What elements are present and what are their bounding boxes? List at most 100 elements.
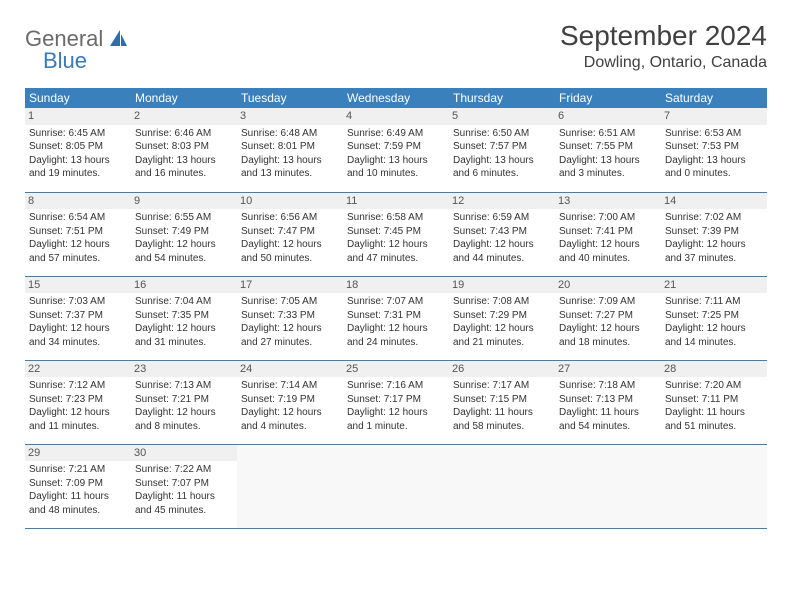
empty-cell: [343, 444, 449, 528]
page-header: General Blue September 2024 Dowling, Ont…: [25, 20, 767, 74]
daylight-text: and 24 minutes.: [347, 336, 445, 350]
day-number: 23: [131, 361, 237, 378]
day-cell: 8Sunrise: 6:54 AMSunset: 7:51 PMDaylight…: [25, 192, 131, 276]
month-title: September 2024: [560, 20, 767, 52]
day-cell: 18Sunrise: 7:07 AMSunset: 7:31 PMDayligh…: [343, 276, 449, 360]
day-number: 26: [449, 361, 555, 378]
location-text: Dowling, Ontario, Canada: [560, 54, 767, 72]
day-cell: 12Sunrise: 6:59 AMSunset: 7:43 PMDayligh…: [449, 192, 555, 276]
sunrise-text: Sunrise: 7:02 AM: [665, 211, 763, 225]
sunset-text: Sunset: 7:53 PM: [665, 140, 763, 154]
daylight-text: and 31 minutes.: [135, 336, 233, 350]
daylight-text: and 3 minutes.: [559, 167, 657, 181]
day-header-row: Sunday Monday Tuesday Wednesday Thursday…: [25, 88, 767, 108]
daylight-text: Daylight: 12 hours: [135, 406, 233, 420]
daylight-text: Daylight: 12 hours: [29, 406, 127, 420]
daylight-text: and 45 minutes.: [135, 504, 233, 518]
sunrise-text: Sunrise: 6:45 AM: [29, 127, 127, 141]
sunset-text: Sunset: 7:57 PM: [453, 140, 551, 154]
day-cell: 13Sunrise: 7:00 AMSunset: 7:41 PMDayligh…: [555, 192, 661, 276]
day-number: 7: [661, 108, 767, 125]
sunset-text: Sunset: 7:37 PM: [29, 309, 127, 323]
day-cell: 7Sunrise: 6:53 AMSunset: 7:53 PMDaylight…: [661, 108, 767, 192]
week-row: 22Sunrise: 7:12 AMSunset: 7:23 PMDayligh…: [25, 360, 767, 444]
sunrise-text: Sunrise: 7:21 AM: [29, 463, 127, 477]
sunrise-text: Sunrise: 6:53 AM: [665, 127, 763, 141]
daylight-text: and 54 minutes.: [135, 252, 233, 266]
day-cell: 14Sunrise: 7:02 AMSunset: 7:39 PMDayligh…: [661, 192, 767, 276]
daylight-text: Daylight: 12 hours: [559, 238, 657, 252]
sunrise-text: Sunrise: 7:17 AM: [453, 379, 551, 393]
daylight-text: Daylight: 12 hours: [241, 406, 339, 420]
daylight-text: and 58 minutes.: [453, 420, 551, 434]
daylight-text: Daylight: 11 hours: [29, 490, 127, 504]
day-header-wednesday: Wednesday: [343, 88, 449, 108]
day-number: 9: [131, 193, 237, 210]
day-cell: 3Sunrise: 6:48 AMSunset: 8:01 PMDaylight…: [237, 108, 343, 192]
daylight-text: and 34 minutes.: [29, 336, 127, 350]
day-cell: 27Sunrise: 7:18 AMSunset: 7:13 PMDayligh…: [555, 360, 661, 444]
daylight-text: and 4 minutes.: [241, 420, 339, 434]
day-number: 22: [25, 361, 131, 378]
day-header-friday: Friday: [555, 88, 661, 108]
day-number: 19: [449, 277, 555, 294]
day-cell: 21Sunrise: 7:11 AMSunset: 7:25 PMDayligh…: [661, 276, 767, 360]
sunrise-text: Sunrise: 7:14 AM: [241, 379, 339, 393]
sunset-text: Sunset: 7:51 PM: [29, 225, 127, 239]
daylight-text: and 40 minutes.: [559, 252, 657, 266]
empty-cell: [449, 444, 555, 528]
day-cell: 22Sunrise: 7:12 AMSunset: 7:23 PMDayligh…: [25, 360, 131, 444]
sunrise-text: Sunrise: 6:50 AM: [453, 127, 551, 141]
daylight-text: and 6 minutes.: [453, 167, 551, 181]
day-number: 17: [237, 277, 343, 294]
day-cell: 28Sunrise: 7:20 AMSunset: 7:11 PMDayligh…: [661, 360, 767, 444]
sunset-text: Sunset: 7:43 PM: [453, 225, 551, 239]
sunrise-text: Sunrise: 6:48 AM: [241, 127, 339, 141]
sunrise-text: Sunrise: 7:04 AM: [135, 295, 233, 309]
daylight-text: and 0 minutes.: [665, 167, 763, 181]
daylight-text: Daylight: 12 hours: [559, 322, 657, 336]
sunrise-text: Sunrise: 7:18 AM: [559, 379, 657, 393]
logo: General Blue: [25, 26, 128, 74]
day-number: 5: [449, 108, 555, 125]
sunset-text: Sunset: 7:13 PM: [559, 393, 657, 407]
daylight-text: Daylight: 12 hours: [347, 406, 445, 420]
daylight-text: and 27 minutes.: [241, 336, 339, 350]
daylight-text: Daylight: 11 hours: [135, 490, 233, 504]
day-cell: 30Sunrise: 7:22 AMSunset: 7:07 PMDayligh…: [131, 444, 237, 528]
day-cell: 23Sunrise: 7:13 AMSunset: 7:21 PMDayligh…: [131, 360, 237, 444]
sunrise-text: Sunrise: 7:13 AM: [135, 379, 233, 393]
day-number: 15: [25, 277, 131, 294]
day-cell: 11Sunrise: 6:58 AMSunset: 7:45 PMDayligh…: [343, 192, 449, 276]
daylight-text: and 47 minutes.: [347, 252, 445, 266]
daylight-text: Daylight: 12 hours: [347, 322, 445, 336]
sunrise-text: Sunrise: 7:12 AM: [29, 379, 127, 393]
daylight-text: Daylight: 13 hours: [347, 154, 445, 168]
daylight-text: and 54 minutes.: [559, 420, 657, 434]
day-number: 10: [237, 193, 343, 210]
day-header-monday: Monday: [131, 88, 237, 108]
sunset-text: Sunset: 7:39 PM: [665, 225, 763, 239]
day-cell: 6Sunrise: 6:51 AMSunset: 7:55 PMDaylight…: [555, 108, 661, 192]
sunrise-text: Sunrise: 6:51 AM: [559, 127, 657, 141]
day-number: 8: [25, 193, 131, 210]
day-number: 4: [343, 108, 449, 125]
daylight-text: Daylight: 13 hours: [559, 154, 657, 168]
daylight-text: Daylight: 11 hours: [665, 406, 763, 420]
day-number: 14: [661, 193, 767, 210]
daylight-text: Daylight: 12 hours: [347, 238, 445, 252]
day-header-thursday: Thursday: [449, 88, 555, 108]
sunset-text: Sunset: 7:41 PM: [559, 225, 657, 239]
day-header-tuesday: Tuesday: [237, 88, 343, 108]
sunset-text: Sunset: 7:15 PM: [453, 393, 551, 407]
daylight-text: and 37 minutes.: [665, 252, 763, 266]
sunrise-text: Sunrise: 6:55 AM: [135, 211, 233, 225]
day-cell: 25Sunrise: 7:16 AMSunset: 7:17 PMDayligh…: [343, 360, 449, 444]
sunrise-text: Sunrise: 7:07 AM: [347, 295, 445, 309]
daylight-text: and 14 minutes.: [665, 336, 763, 350]
day-header-saturday: Saturday: [661, 88, 767, 108]
daylight-text: and 13 minutes.: [241, 167, 339, 181]
day-number: 30: [131, 445, 237, 462]
sunset-text: Sunset: 8:05 PM: [29, 140, 127, 154]
sunset-text: Sunset: 7:07 PM: [135, 477, 233, 491]
